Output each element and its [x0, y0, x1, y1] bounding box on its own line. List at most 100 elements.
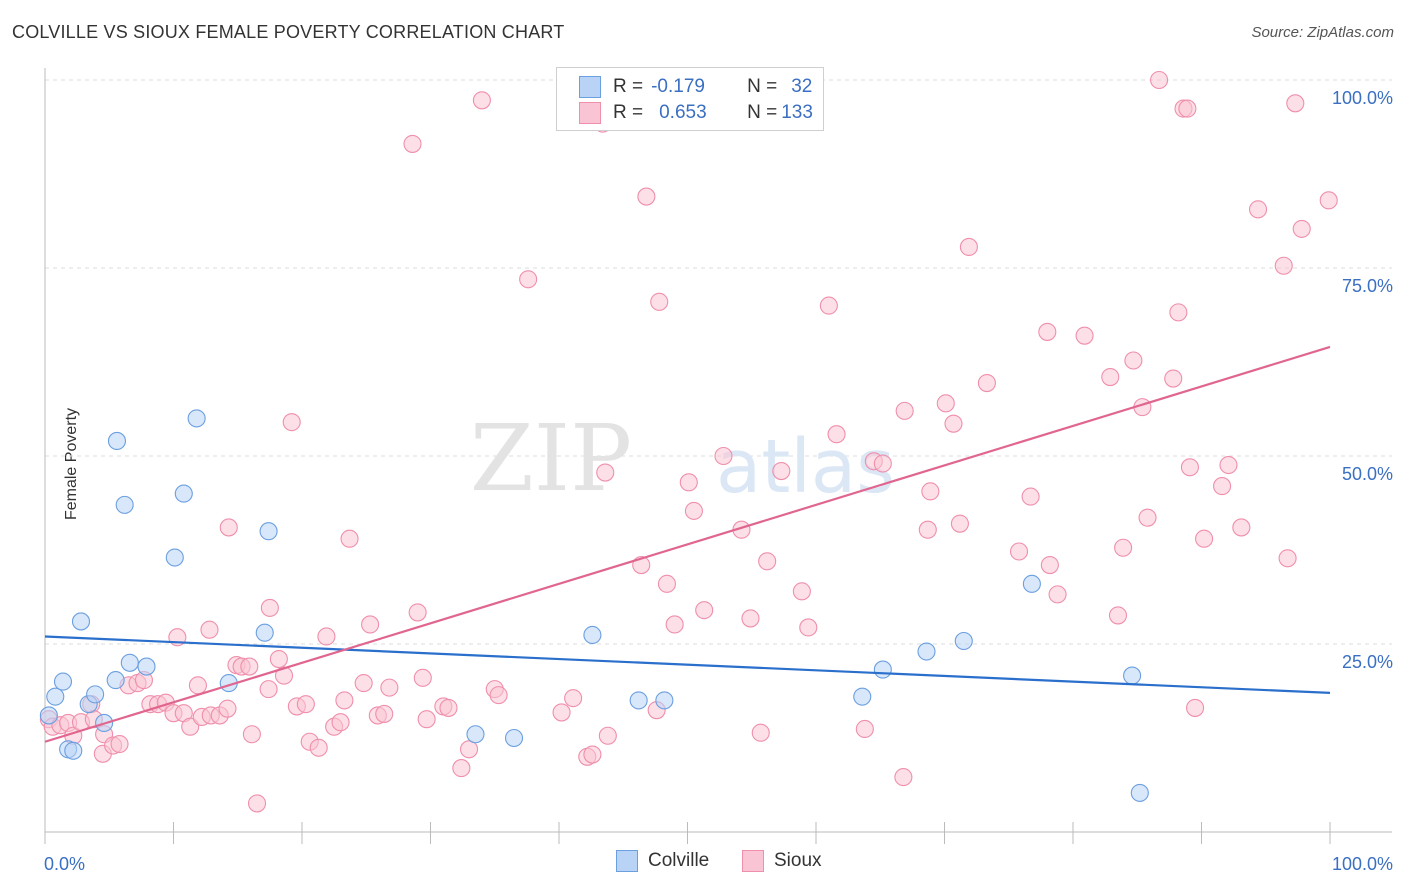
- sioux-point-120: [1180, 458, 1199, 477]
- sioux-point-60: [459, 740, 479, 759]
- colville-point-10: [107, 431, 127, 451]
- sioux-point-58: [439, 698, 458, 717]
- sioux-point-52: [380, 678, 399, 697]
- sioux-point-65: [552, 703, 571, 722]
- sioux-point-85: [758, 552, 777, 571]
- colville-point-1: [46, 687, 65, 706]
- sioux-point-71: [598, 726, 617, 745]
- watermark-atlas: atlas: [716, 424, 895, 510]
- sioux-point-84: [751, 723, 770, 742]
- colville-point-0: [39, 706, 58, 725]
- watermark-zip: ZIP: [470, 405, 632, 512]
- sioux-point-111: [1114, 538, 1133, 557]
- sioux-point-51: [375, 704, 394, 723]
- colville-point-26: [853, 687, 872, 706]
- sioux-point-122: [1195, 529, 1214, 548]
- colville-point-28: [954, 631, 973, 651]
- bottom-legend-label-colville: Colville: [648, 850, 710, 871]
- colville-point-19: [259, 522, 278, 541]
- sioux-point-81: [714, 446, 733, 466]
- sioux-point-11: [110, 734, 129, 754]
- axes: [44, 68, 1392, 844]
- sioux-point-64: [519, 270, 538, 289]
- sioux-point-96: [918, 520, 937, 539]
- sioux-point-102: [977, 374, 996, 393]
- sioux-point-114: [1138, 508, 1157, 527]
- colville-point-18: [255, 623, 274, 642]
- legend-n-label: N =: [747, 76, 778, 97]
- sioux-point-55: [413, 668, 432, 687]
- y-tick-label-1: 50.0%: [1342, 464, 1393, 484]
- colville-point-30: [1123, 666, 1142, 685]
- sioux-point-75: [650, 292, 669, 311]
- sioux-point-31: [240, 657, 259, 676]
- sioux-point-80: [695, 601, 714, 620]
- colville-point-11: [115, 495, 134, 514]
- sioux-point-125: [1232, 518, 1251, 537]
- y-tick-label-2: 75.0%: [1342, 276, 1393, 296]
- legend-r-value: -0.179: [651, 76, 705, 97]
- sioux-point-130: [1292, 219, 1311, 238]
- source-label: Source: ZipAtlas.com: [1251, 24, 1394, 41]
- sioux-point-104: [1021, 487, 1040, 506]
- colville-point-15: [174, 484, 193, 503]
- colville-trend-line: [44, 635, 1331, 694]
- sioux-point-129: [1286, 94, 1305, 113]
- colville-point-27: [917, 642, 936, 661]
- sioux-point-25: [200, 620, 219, 639]
- legend-row-sioux: R = 0.653 N = 133: [579, 100, 813, 126]
- sioux-point-83: [741, 609, 760, 628]
- sioux-point-59: [452, 759, 471, 778]
- watermark: ZIP atlas: [470, 405, 895, 512]
- legend-row-colville: R = -0.179 N = 32: [579, 74, 812, 100]
- legend-swatch-sioux: [579, 102, 601, 124]
- sioux-point-89: [819, 296, 838, 315]
- bottom-legend-label-sioux: Sioux: [774, 850, 822, 871]
- sioux-point-46: [335, 691, 354, 710]
- sioux-point-22: [188, 676, 207, 695]
- sioux-point-121: [1186, 698, 1205, 717]
- sioux-point-43: [317, 627, 336, 646]
- bottom-legend-swatch-sioux: [742, 850, 764, 872]
- sioux-point-86: [772, 461, 791, 481]
- sioux-point-70: [596, 463, 615, 482]
- sioux-point-47: [340, 529, 359, 548]
- sioux-point-112: [1124, 351, 1143, 370]
- colville-point-29: [1022, 574, 1041, 593]
- sioux-point-124: [1219, 455, 1238, 475]
- legend-r-value: 0.653: [659, 102, 707, 123]
- y-tick-label-0: 25.0%: [1342, 652, 1393, 672]
- sioux-point-40: [296, 695, 315, 714]
- colville-point-25: [873, 660, 892, 679]
- sioux-point-95: [895, 401, 914, 420]
- sioux-point-126: [1248, 200, 1268, 219]
- sioux-point-98: [936, 394, 955, 413]
- colville-point-2: [53, 672, 73, 691]
- correlation-legend: R = -0.179 N = 32 R = 0.653 N = 133: [556, 67, 824, 131]
- colville-point-5: [71, 612, 91, 631]
- y-tick-label-3: 100.0%: [1332, 88, 1393, 108]
- colville-point-7: [86, 685, 105, 704]
- sioux-point-131: [1319, 191, 1338, 210]
- legend-r-label: R =: [613, 76, 644, 97]
- sioux-point-106: [1040, 555, 1059, 575]
- sioux-point-63: [489, 686, 508, 705]
- grid-lines: [45, 79, 1392, 645]
- sioux-point-115: [1150, 70, 1169, 90]
- trend-lines: [44, 345, 1331, 743]
- sioux-trend-line: [44, 345, 1331, 743]
- colville-point-16: [187, 409, 206, 428]
- colville-point-14: [165, 548, 184, 567]
- sioux-point-54: [408, 603, 427, 622]
- chart-title: COLVILLE VS SIOUX FEMALE POVERTY CORRELA…: [12, 22, 565, 42]
- sioux-point-37: [274, 666, 294, 685]
- legend-r-label: R =: [613, 102, 644, 123]
- sioux-point-117: [1169, 303, 1188, 322]
- colville-point-22: [583, 625, 602, 645]
- sioux-point-103: [1009, 542, 1029, 561]
- sioux-point-79: [684, 501, 703, 520]
- colville-point-23: [629, 691, 648, 710]
- colville-point-9: [106, 671, 125, 690]
- sioux-point-108: [1075, 326, 1094, 345]
- sioux-point-61: [472, 91, 491, 110]
